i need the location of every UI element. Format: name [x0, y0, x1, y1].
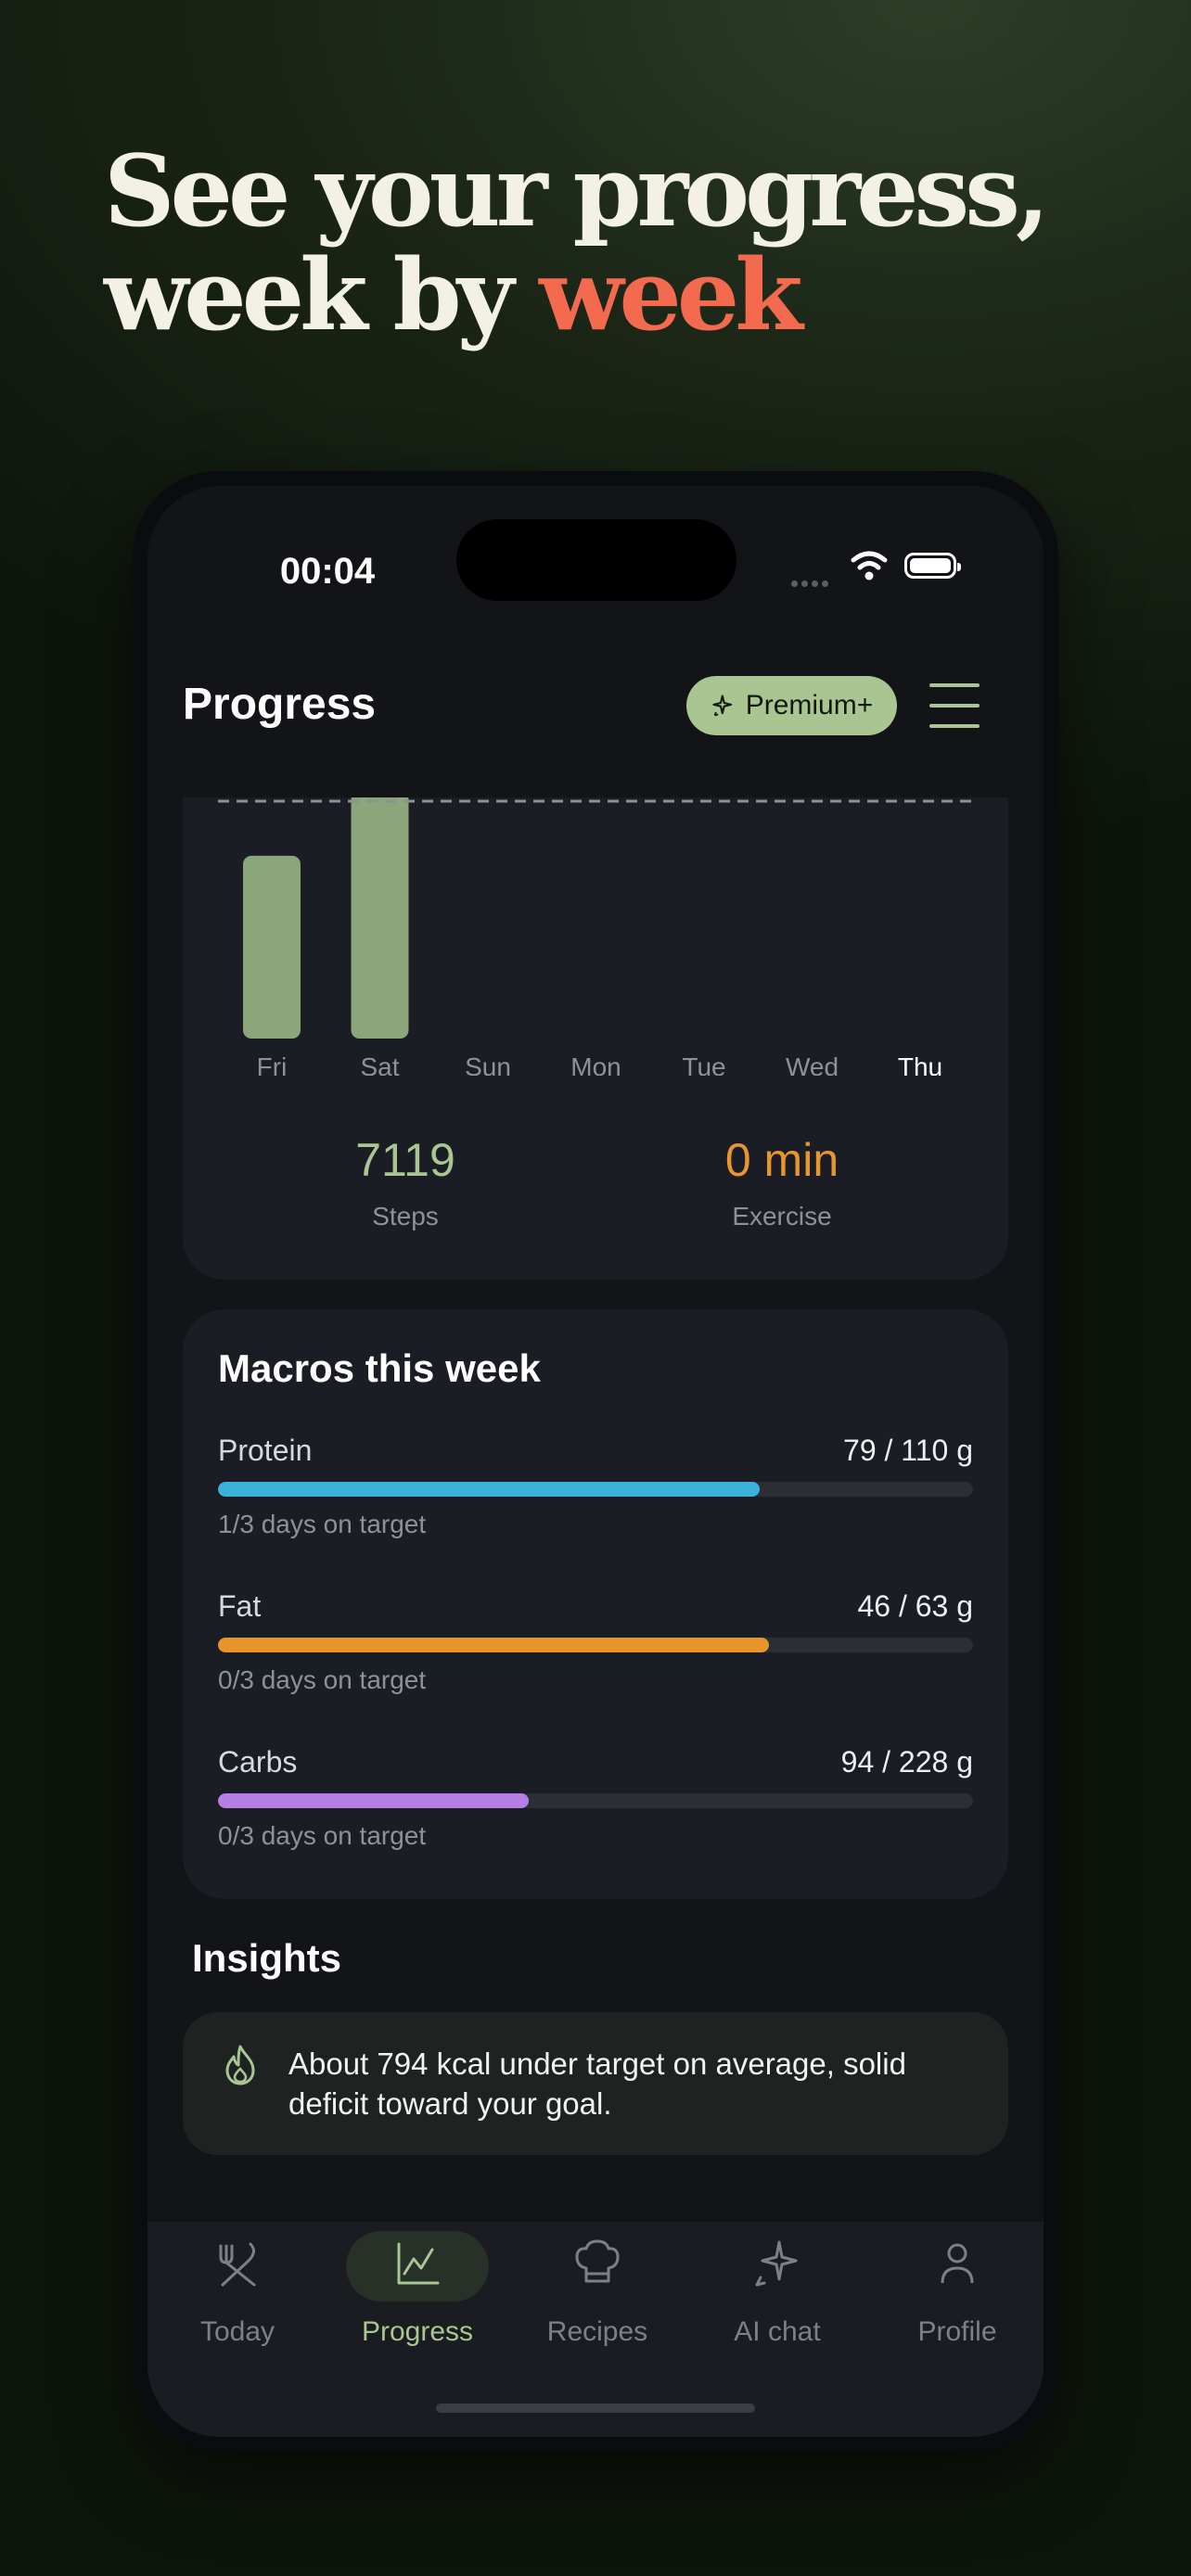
- macros-title: Macros this week: [218, 1346, 541, 1390]
- menu-icon: [929, 683, 980, 687]
- chart-tick-label: Tue: [682, 1052, 725, 1076]
- activity-card: Fri Sat Sun Mon Tue Wed Thu 7119 Steps 0 min E…: [183, 797, 1008, 1280]
- headline-line-1: See your progress,: [104, 133, 1050, 249]
- steps-value: 7119: [355, 1134, 455, 1186]
- exercise-label: Exercise: [732, 1202, 832, 1231]
- macro-value: 94 / 228 g: [840, 1745, 973, 1779]
- cellular-signal-icon: [791, 575, 832, 592]
- macro-progress-fill: [218, 1793, 530, 1808]
- macros-card: Macros this week Protein 79 / 110 g 1/3 …: [183, 1309, 1008, 1899]
- flame-icon: [225, 2045, 255, 2085]
- macro-progress-fill: [218, 1482, 761, 1497]
- insights-title: Insights: [192, 1936, 342, 1980]
- fork-knife-icon: [219, 2242, 256, 2287]
- chef-hat-icon: [575, 2239, 620, 2283]
- premium-label: Premium+: [745, 690, 874, 721]
- macro-progress-track: [218, 1793, 973, 1808]
- weekly-calorie-chart: Fri Sat Sun Mon Tue Wed Thu: [218, 797, 973, 1076]
- sparkle-icon: [755, 2240, 798, 2287]
- menu-button[interactable]: [929, 683, 980, 728]
- chart-tick-label: Mon: [570, 1052, 621, 1076]
- tab-recipes[interactable]: Recipes: [507, 2222, 687, 2361]
- page-title: Progress: [183, 680, 377, 729]
- macro-note: 1/3 days on target: [218, 1510, 427, 1538]
- chart-bar-fri: [243, 855, 301, 1039]
- wifi-icon: [851, 551, 888, 580]
- insight-card[interactable]: About 794 kcal under target on average, …: [183, 2012, 1008, 2155]
- macro-name: Protein: [218, 1434, 313, 1467]
- sparkle-icon: [712, 695, 732, 717]
- macro-note: 0/3 days on target: [218, 1665, 427, 1694]
- tab-label: Progress: [361, 2316, 474, 2347]
- macro-name: Fat: [218, 1589, 262, 1623]
- macro-value: 79 / 110 g: [843, 1434, 973, 1467]
- macro-value: 46 / 63 g: [857, 1589, 973, 1623]
- chart-tick-label: Thu: [898, 1052, 942, 1076]
- person-icon: [941, 2243, 974, 2284]
- battery-icon: [904, 553, 961, 579]
- macro-progress-track: [218, 1482, 973, 1497]
- tab-label: Today: [199, 2316, 275, 2347]
- macro-name: Carbs: [218, 1745, 298, 1779]
- tab-bar: Today Progress Recipes: [147, 2222, 1044, 2437]
- macro-progress-fill: [218, 1638, 770, 1652]
- tab-ai-chat[interactable]: AI chat: [687, 2222, 867, 2361]
- macro-row-carbs: Carbs 94 / 228 g 0/3 days on target: [218, 1745, 973, 1866]
- tab-label: Profile: [917, 2316, 997, 2347]
- chart-tick-label: Wed: [786, 1052, 839, 1076]
- chart-tick-label: Fri: [257, 1052, 288, 1076]
- exercise-value: 0 min: [724, 1134, 839, 1186]
- tab-profile[interactable]: Profile: [867, 2222, 1044, 2361]
- chart-tick-label: Sun: [465, 1052, 511, 1076]
- tab-today[interactable]: Today: [147, 2222, 327, 2361]
- phone-frame: 00:04 Progress Premium+ Fri Sat Sun Mon Tue W…: [133, 471, 1058, 2452]
- macro-progress-track: [218, 1638, 973, 1652]
- home-indicator: [436, 2404, 755, 2413]
- macro-note: 0/3 days on target: [218, 1821, 427, 1850]
- chart-bar-sat: [351, 797, 409, 1039]
- premium-button[interactable]: Premium+: [686, 676, 897, 735]
- tab-label: AI chat: [734, 2316, 821, 2347]
- chart-tick-label: Sat: [360, 1052, 399, 1076]
- app-screen: 00:04 Progress Premium+ Fri Sat Sun Mon Tue W…: [147, 486, 1044, 2437]
- chart-icon: [397, 2242, 440, 2285]
- tab-label: Recipes: [546, 2316, 648, 2347]
- steps-label: Steps: [372, 1202, 439, 1231]
- dynamic-island: [456, 519, 736, 601]
- status-time: 00:04: [279, 551, 376, 592]
- marketing-headline: See your progress, week by week: [104, 139, 1050, 347]
- tab-progress[interactable]: Progress: [327, 2222, 507, 2361]
- insight-text: About 794 kcal under target on average, …: [288, 2047, 906, 2121]
- headline-line-2: week by: [104, 236, 540, 352]
- headline-accent-word: week: [539, 236, 803, 352]
- macro-row-fat: Fat 46 / 63 g 0/3 days on target: [218, 1589, 973, 1710]
- active-tab-indicator: [346, 2231, 489, 2302]
- macro-row-protein: Protein 79 / 110 g 1/3 days on target: [218, 1434, 973, 1554]
